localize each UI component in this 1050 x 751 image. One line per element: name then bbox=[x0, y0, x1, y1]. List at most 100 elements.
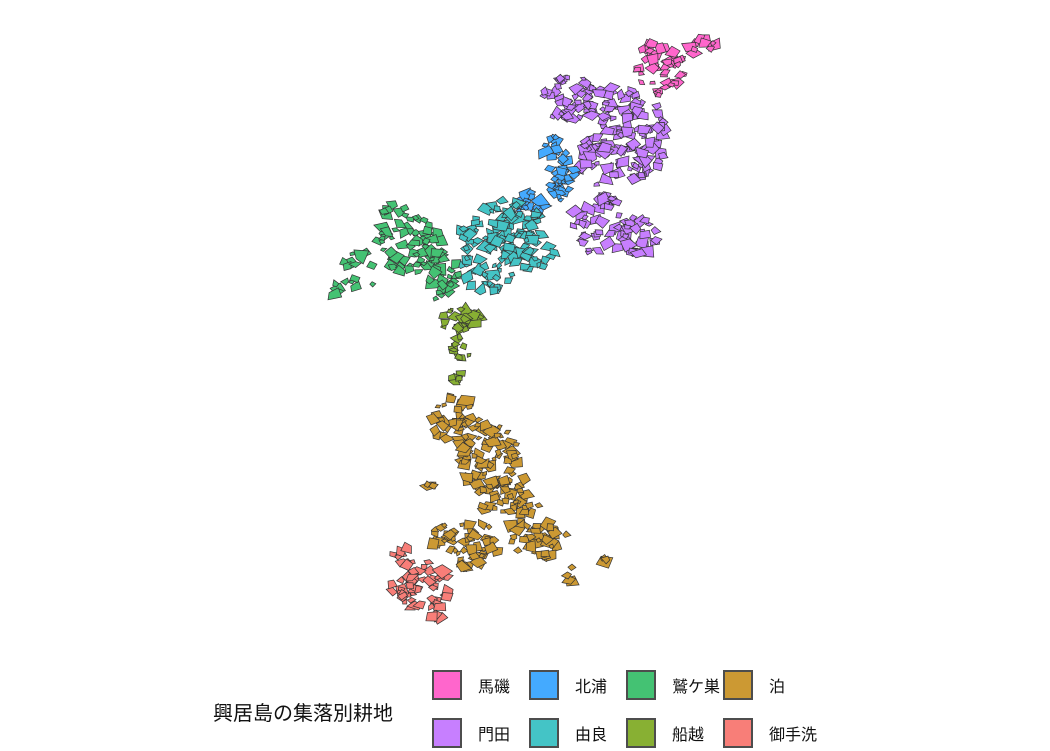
farm-parcel bbox=[412, 261, 422, 268]
farm-parcel bbox=[465, 403, 474, 410]
farm-parcel bbox=[458, 225, 470, 233]
farm-parcel bbox=[425, 413, 441, 426]
farm-parcel bbox=[690, 45, 699, 53]
farm-parcel bbox=[486, 460, 495, 470]
legend-item-mitarai: 御手洗 bbox=[723, 715, 820, 751]
farm-parcel bbox=[503, 429, 512, 435]
farm-parcel bbox=[435, 289, 445, 296]
farm-parcel bbox=[479, 261, 490, 271]
legend-label: 鷲ケ巣 bbox=[672, 677, 721, 696]
farm-parcel bbox=[439, 433, 456, 444]
farm-parcel bbox=[649, 80, 656, 85]
farm-parcel bbox=[635, 146, 649, 159]
farm-parcel bbox=[400, 541, 412, 554]
farm-parcel bbox=[378, 207, 390, 215]
farm-parcel bbox=[562, 530, 572, 538]
farm-parcel bbox=[446, 280, 455, 288]
farm-parcel bbox=[473, 282, 487, 296]
farm-parcel bbox=[455, 394, 476, 407]
farm-parcel bbox=[472, 253, 488, 264]
farm-parcel bbox=[396, 576, 405, 584]
farm-parcel bbox=[445, 393, 457, 404]
farm-parcel bbox=[544, 164, 557, 173]
farm-parcel bbox=[405, 216, 415, 223]
farm-parcel bbox=[659, 69, 671, 76]
farm-parcel bbox=[406, 597, 417, 604]
farm-parcel bbox=[546, 523, 554, 532]
farm-parcel bbox=[626, 172, 642, 185]
farm-parcel bbox=[385, 200, 398, 211]
farm-parcel bbox=[454, 441, 472, 454]
farm-parcel bbox=[460, 421, 469, 427]
farm-parcel bbox=[540, 86, 549, 96]
farm-parcel bbox=[624, 224, 632, 230]
farm-parcel bbox=[490, 493, 501, 504]
farm-parcel bbox=[516, 488, 525, 493]
farm-parcel bbox=[350, 280, 362, 293]
farm-parcel bbox=[596, 141, 612, 153]
farm-parcel bbox=[474, 455, 488, 465]
farm-parcel bbox=[419, 261, 428, 267]
farm-parcel bbox=[460, 433, 470, 441]
farm-parcel bbox=[517, 472, 531, 486]
farm-parcel bbox=[451, 340, 461, 348]
legend-label: 馬磯 bbox=[478, 677, 511, 696]
farm-parcel bbox=[394, 554, 403, 561]
farm-parcel bbox=[422, 575, 437, 587]
farm-parcel bbox=[506, 492, 514, 500]
farm-parcel bbox=[552, 133, 560, 141]
farm-parcel bbox=[451, 259, 462, 270]
farm-parcel bbox=[447, 347, 460, 353]
legend-item-funakoshi: 船越 bbox=[626, 715, 723, 751]
farm-parcel bbox=[565, 204, 584, 218]
farm-parcel bbox=[465, 280, 476, 291]
legend-item-kitaura: 北浦 bbox=[529, 667, 626, 703]
legend-item-kadota: 門田 bbox=[432, 715, 529, 751]
legend-label: 御手洗 bbox=[769, 725, 818, 744]
farm-parcel bbox=[401, 212, 410, 219]
farm-parcel bbox=[426, 537, 440, 550]
farmland-map bbox=[327, 33, 721, 625]
farm-parcel bbox=[349, 251, 357, 257]
legend-key bbox=[529, 670, 559, 700]
farm-parcel bbox=[606, 195, 618, 202]
farm-parcel bbox=[530, 256, 539, 262]
farm-parcel bbox=[627, 165, 633, 172]
farm-parcel bbox=[546, 135, 555, 144]
farm-parcel bbox=[631, 105, 644, 118]
farm-parcel bbox=[519, 262, 531, 271]
farm-parcel bbox=[568, 83, 585, 96]
farm-parcel bbox=[422, 225, 433, 236]
farm-parcel bbox=[593, 160, 600, 166]
farm-parcel bbox=[593, 181, 601, 187]
farm-parcel bbox=[463, 438, 476, 450]
farm-parcel bbox=[428, 482, 439, 490]
farm-parcel bbox=[441, 402, 447, 408]
farm-parcel bbox=[457, 556, 465, 562]
farm-parcel bbox=[519, 536, 529, 544]
legend-key bbox=[626, 718, 656, 748]
farm-parcel bbox=[503, 456, 512, 464]
farm-parcel bbox=[579, 142, 590, 150]
farm-parcel bbox=[508, 257, 523, 267]
farm-parcel bbox=[454, 353, 463, 362]
farm-parcel bbox=[459, 342, 468, 351]
legend: 馬磯 北浦 鷲ケ巣 泊 門田 由良 船越 御手洗 bbox=[432, 667, 820, 751]
farm-parcel bbox=[599, 126, 615, 136]
farm-parcel bbox=[428, 265, 443, 280]
farm-parcel bbox=[492, 504, 498, 511]
farm-parcel bbox=[460, 546, 469, 555]
farm-parcel bbox=[620, 126, 634, 138]
farm-parcel bbox=[530, 210, 543, 218]
farm-parcel bbox=[629, 214, 638, 222]
farm-parcel bbox=[412, 252, 421, 258]
farm-parcel bbox=[446, 308, 454, 314]
farm-parcel bbox=[400, 203, 410, 213]
farm-parcel bbox=[525, 533, 537, 542]
farm-parcel bbox=[629, 248, 648, 259]
farm-parcel bbox=[540, 549, 550, 558]
farm-parcel bbox=[393, 218, 407, 229]
farm-parcel bbox=[637, 79, 646, 86]
farm-parcel bbox=[429, 424, 441, 437]
farm-parcel bbox=[592, 133, 604, 142]
